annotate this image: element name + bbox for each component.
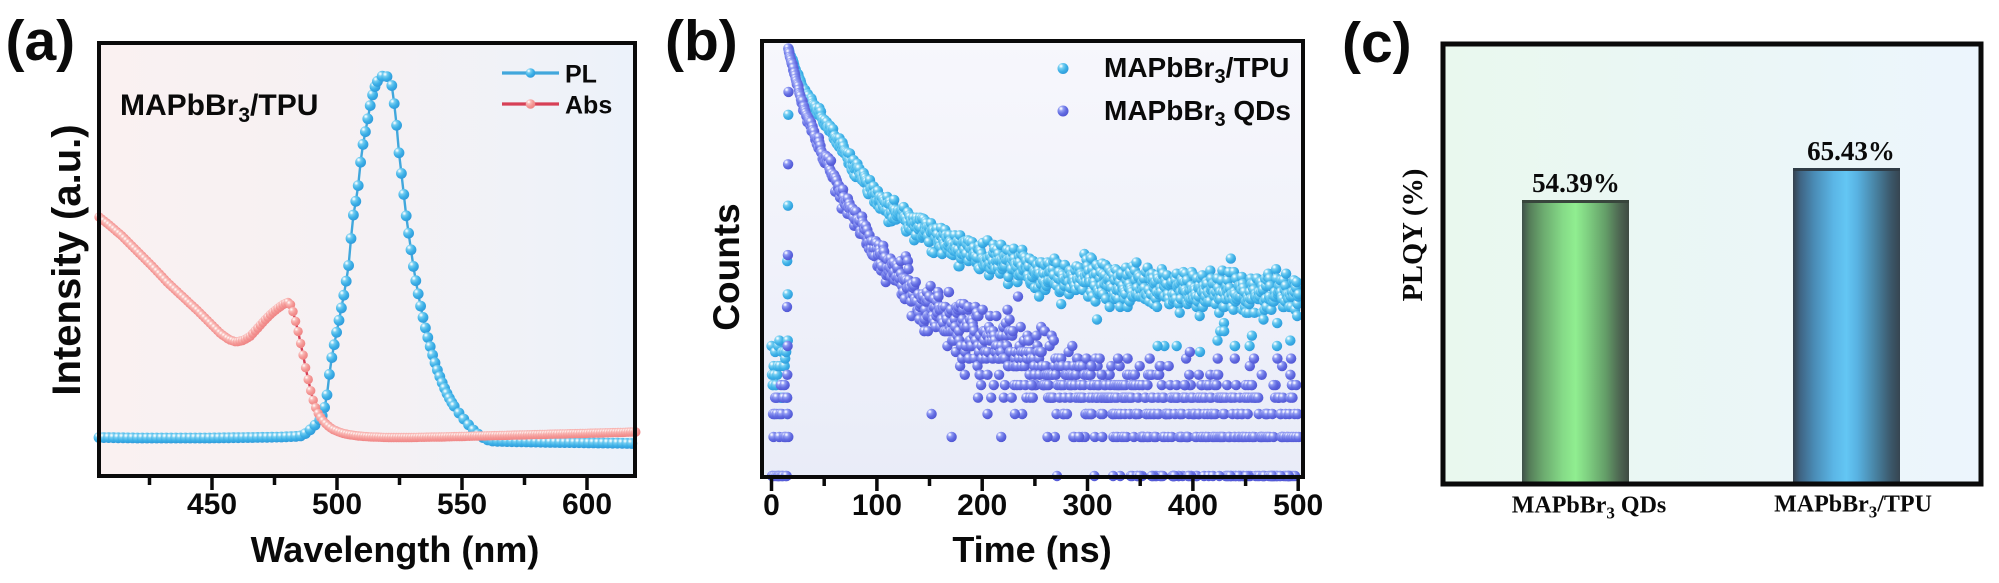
svg-text:Wavelength (nm): Wavelength (nm) <box>251 529 540 570</box>
svg-text:0: 0 <box>763 489 780 522</box>
svg-text:550: 550 <box>437 488 487 521</box>
svg-text:300: 300 <box>1062 489 1112 522</box>
svg-text:100: 100 <box>852 489 902 522</box>
svg-text:MAPbBr3 QDs: MAPbBr3 QDs <box>1104 95 1291 131</box>
svg-text:(b): (b) <box>665 9 738 73</box>
svg-text:65.43%: 65.43% <box>1807 136 1895 166</box>
svg-text:(c): (c) <box>1342 11 1412 75</box>
svg-text:MAPbBr3/TPU: MAPbBr3/TPU <box>120 89 318 127</box>
svg-text:Intensity (a.u.): Intensity (a.u.) <box>45 124 89 395</box>
svg-text:MAPbBr3/TPU: MAPbBr3/TPU <box>1104 52 1289 88</box>
svg-text:200: 200 <box>957 489 1007 522</box>
svg-text:PL: PL <box>565 61 597 89</box>
svg-text:PLQY (%): PLQY (%) <box>1398 169 1429 302</box>
svg-text:Counts: Counts <box>706 203 747 330</box>
svg-text:600: 600 <box>562 488 612 521</box>
svg-text:MAPbBr3/TPU: MAPbBr3/TPU <box>1774 492 1932 522</box>
svg-text:MAPbBr3 QDs: MAPbBr3 QDs <box>1512 493 1667 523</box>
svg-text:Abs: Abs <box>565 92 612 120</box>
svg-text:450: 450 <box>187 488 237 521</box>
svg-text:400: 400 <box>1168 489 1218 522</box>
svg-text:Time (ns): Time (ns) <box>952 529 1111 570</box>
svg-text:500: 500 <box>312 488 362 521</box>
svg-text:500: 500 <box>1273 489 1323 522</box>
svg-text:54.39%: 54.39% <box>1532 168 1620 198</box>
svg-text:(a): (a) <box>6 9 76 73</box>
